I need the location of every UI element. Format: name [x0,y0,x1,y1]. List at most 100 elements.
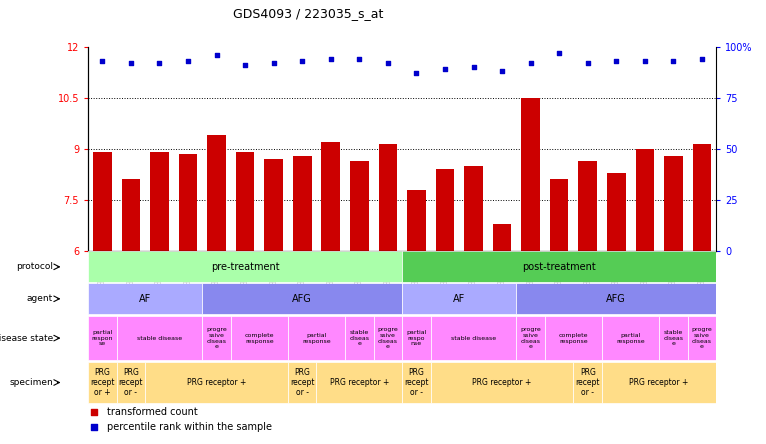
Bar [664,155,683,251]
Point [467,63,480,71]
Point [411,70,423,77]
Text: partial
respon
se: partial respon se [92,330,113,346]
Text: progre
ssive
diseas
e: progre ssive diseas e [206,327,227,349]
Bar [516,316,545,361]
Bar [464,166,483,251]
Bar [659,316,688,361]
Bar [602,316,659,361]
Bar [236,152,254,251]
Bar [402,251,716,282]
Bar [345,316,374,361]
Bar [146,362,288,403]
Bar [116,316,202,361]
Text: stable disease: stable disease [451,336,496,341]
Text: stable
diseas
e: stable diseas e [663,330,683,346]
Bar [516,283,716,314]
Bar [493,224,512,251]
Bar [88,316,116,361]
Bar [522,98,540,251]
Text: complete
response: complete response [558,333,588,344]
Bar [378,144,397,251]
Point [496,67,508,75]
Bar [116,362,146,403]
Point [525,59,537,67]
Bar [178,154,198,251]
Text: partial
respo
nse: partial respo nse [406,330,427,346]
Bar [202,283,402,314]
Text: specimen: specimen [9,378,53,387]
Bar [408,190,426,251]
Text: PRG
recept
or +: PRG recept or + [90,368,115,397]
Text: disease state: disease state [0,333,53,343]
Bar [374,316,402,361]
Bar [430,362,574,403]
Text: progre
ssive
diseas
e: progre ssive diseas e [378,327,398,349]
Text: stable
diseas
e: stable diseas e [349,330,369,346]
Text: partial
response: partial response [616,333,645,344]
Bar [350,161,368,251]
Bar [550,179,568,251]
Bar [602,362,716,403]
Bar [578,161,597,251]
Point [88,423,100,430]
Text: GDS4093 / 223035_s_at: GDS4093 / 223035_s_at [233,7,383,20]
Bar [288,362,316,403]
Bar [231,316,288,361]
Bar [402,283,516,314]
Bar [88,251,402,282]
Bar [436,169,454,251]
Point [211,51,223,58]
Bar [88,362,116,403]
Bar [636,149,654,251]
Point [153,59,165,67]
Text: protocol: protocol [16,262,53,271]
Bar [264,159,283,251]
Point [381,59,394,67]
Bar [208,135,226,251]
Bar [288,316,345,361]
Point [239,61,251,68]
Bar [150,152,169,251]
Text: PRG receptor +: PRG receptor + [630,378,689,387]
Text: pre-treatment: pre-treatment [211,262,280,272]
Text: complete
response: complete response [244,333,274,344]
Text: PRG
recept
or -: PRG recept or - [575,368,600,397]
Point [97,57,109,64]
Text: PRG
recept
or -: PRG recept or - [119,368,143,397]
Bar [402,316,430,361]
Text: PRG
recept
or -: PRG recept or - [290,368,315,397]
Bar [607,173,626,251]
Bar [122,179,140,251]
Point [88,408,100,416]
Point [667,57,679,64]
Point [125,59,137,67]
Point [325,56,337,63]
Bar [692,144,711,251]
Bar [316,362,402,403]
Bar [545,316,602,361]
Text: percentile rank within the sample: percentile rank within the sample [107,422,272,432]
Text: partial
response: partial response [302,333,331,344]
Text: PRG
recept
or -: PRG recept or - [404,368,429,397]
Point [439,66,451,73]
Text: transformed count: transformed count [107,407,198,417]
Text: AFG: AFG [607,294,626,304]
Bar [88,283,202,314]
Point [296,57,309,64]
Text: AF: AF [139,294,152,304]
Bar [322,142,340,251]
Text: agent: agent [27,294,53,303]
Point [182,57,194,64]
Bar [402,362,430,403]
Bar [688,316,716,361]
Point [611,57,623,64]
Point [353,56,365,63]
Text: progre
ssive
diseas
e: progre ssive diseas e [520,327,541,349]
Text: PRG receptor +: PRG receptor + [187,378,246,387]
Bar [293,155,312,251]
Text: PRG receptor +: PRG receptor + [329,378,389,387]
Point [696,56,708,63]
Bar [430,316,516,361]
Text: AF: AF [453,294,466,304]
Text: stable disease: stable disease [137,336,182,341]
